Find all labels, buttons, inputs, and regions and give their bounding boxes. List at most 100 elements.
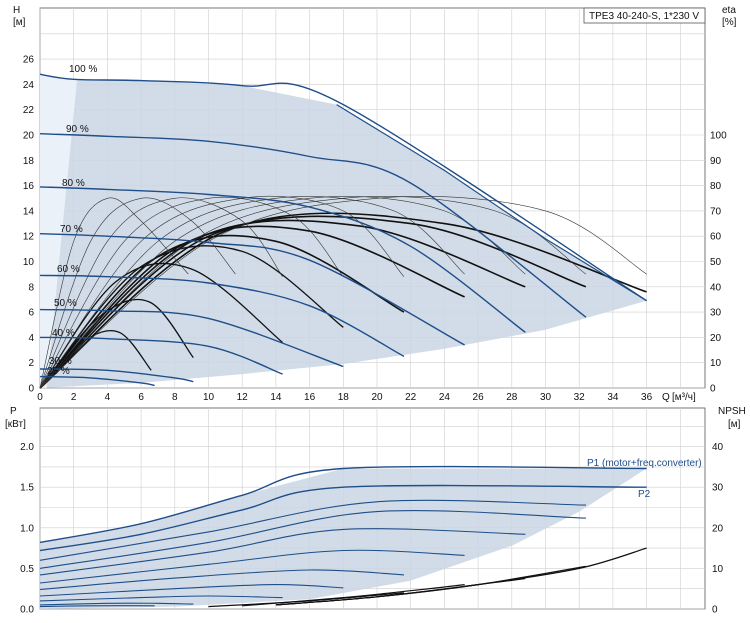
power-tick-label: 1.5 bbox=[20, 483, 34, 494]
head-tick-label: 6 bbox=[28, 308, 34, 319]
power-curve bbox=[39, 465, 647, 544]
head-tick-label: 4 bbox=[28, 333, 34, 344]
head-tick-label: 0 bbox=[28, 384, 34, 395]
power-area bbox=[40, 468, 647, 609]
eta-axis-label: eta bbox=[722, 5, 736, 16]
efficiency-curve bbox=[39, 219, 526, 389]
npsh-tick-label: 10 bbox=[712, 564, 724, 575]
speed-label: 80 % bbox=[62, 178, 85, 189]
q-tick-label: 24 bbox=[439, 392, 451, 403]
head-tick-label: 20 bbox=[23, 131, 35, 142]
pump-curve bbox=[39, 186, 526, 333]
pump-curve bbox=[39, 274, 405, 358]
pump-curves bbox=[39, 73, 647, 387]
q-tick-label: 0 bbox=[37, 392, 43, 403]
efficiency-curves bbox=[39, 195, 647, 389]
npsh-axis-label: NPSH bbox=[718, 406, 746, 417]
p2-label: P2 bbox=[638, 489, 651, 500]
efficiency-curve-thin bbox=[39, 197, 236, 389]
pump-curve bbox=[39, 336, 283, 375]
efficiency-curve-thin bbox=[39, 197, 189, 389]
eta-tick-label: 20 bbox=[710, 333, 722, 344]
efficiency-curve-thin bbox=[39, 196, 587, 389]
q-tick-label: 16 bbox=[304, 392, 316, 403]
q-tick-label: 20 bbox=[371, 392, 383, 403]
npsh-tick-label: 40 bbox=[712, 442, 724, 453]
npsh-axis-unit: [м] bbox=[728, 419, 741, 430]
eta-tick-label: 100 bbox=[710, 131, 727, 142]
speed-label: 40 % bbox=[52, 328, 75, 339]
eta-tick-label: 40 bbox=[710, 282, 722, 293]
efficiency-curve-thin bbox=[39, 197, 283, 389]
head-tick-label: 14 bbox=[23, 206, 35, 217]
speed-label: 100 % bbox=[69, 64, 97, 75]
q-tick-label: 18 bbox=[338, 392, 350, 403]
q-tick-label: 10 bbox=[203, 392, 215, 403]
max-curve bbox=[336, 104, 647, 302]
eta-tick-label: 50 bbox=[710, 257, 722, 268]
npsh-curve bbox=[208, 592, 405, 608]
head-axis-label: H bbox=[13, 5, 20, 16]
head-tick-label: 12 bbox=[23, 232, 35, 243]
q-tick-label: 30 bbox=[540, 392, 552, 403]
chart-title: TPE3 40-240-S, 1*230 V bbox=[589, 11, 699, 22]
head-tick-label: 16 bbox=[23, 181, 35, 192]
eta-tick-label: 10 bbox=[710, 358, 722, 369]
eta-tick-label: 0 bbox=[710, 384, 716, 395]
pump-curve bbox=[39, 375, 155, 387]
q-tick-label: 12 bbox=[237, 392, 249, 403]
q-tick-label: 22 bbox=[405, 392, 417, 403]
power-curve-speed bbox=[39, 569, 405, 591]
power-curve-speed bbox=[39, 595, 283, 602]
power-tick-label: 0.0 bbox=[20, 605, 34, 616]
power-axis-unit: [кВт] bbox=[5, 419, 26, 430]
q-tick-label: 14 bbox=[270, 392, 282, 403]
speed-label: 25 % bbox=[47, 366, 70, 377]
power-curve-speed bbox=[39, 605, 155, 608]
eta-tick-label: 60 bbox=[710, 232, 722, 243]
npsh-curve bbox=[275, 577, 526, 606]
speed-label: 60 % bbox=[57, 264, 80, 275]
power-curve-speed bbox=[39, 549, 465, 584]
pump-curve bbox=[39, 308, 344, 368]
head-tick-label: 10 bbox=[23, 257, 35, 268]
eta-tick-label: 30 bbox=[710, 308, 722, 319]
power-curve bbox=[39, 484, 647, 552]
q-tick-label: 6 bbox=[138, 392, 144, 403]
efficiency-curve-thin bbox=[39, 196, 647, 389]
q-axis-label: Q bbox=[662, 392, 670, 403]
q-tick-label: 8 bbox=[172, 392, 178, 403]
q-tick-label: 36 bbox=[641, 392, 653, 403]
head-axis-unit: [м] bbox=[13, 17, 26, 28]
head-tick-label: 22 bbox=[23, 105, 35, 116]
power-curves bbox=[39, 465, 647, 608]
pump-curve bbox=[39, 233, 465, 346]
power-curve-speed bbox=[39, 499, 586, 561]
speed-label: 50 % bbox=[54, 298, 77, 309]
efficiency-curve-thin bbox=[39, 196, 344, 389]
title-box bbox=[583, 7, 706, 24]
q-tick-label: 32 bbox=[574, 392, 586, 403]
power-curve-speed bbox=[39, 528, 526, 576]
head-tick-label: 26 bbox=[23, 55, 35, 66]
q-tick-label: 34 bbox=[607, 392, 619, 403]
npsh-tick-label: 20 bbox=[712, 523, 724, 534]
q-tick-label: 26 bbox=[473, 392, 485, 403]
pump-curve bbox=[39, 368, 194, 383]
q-tick-label: 28 bbox=[506, 392, 518, 403]
efficiency-curve bbox=[39, 212, 647, 389]
q-tick-label: 4 bbox=[105, 392, 111, 403]
operating-area bbox=[40, 74, 647, 389]
q-axis-unit: [м³/ч] bbox=[672, 392, 696, 403]
head-tick-label: 8 bbox=[28, 282, 34, 293]
head-tick-label: 2 bbox=[28, 358, 34, 369]
power-curve-speed bbox=[39, 584, 344, 597]
q-tick-label: 2 bbox=[71, 392, 77, 403]
npsh-tick-label: 30 bbox=[712, 483, 724, 494]
speed-label: 70 % bbox=[60, 224, 83, 235]
head-tick-label: 24 bbox=[23, 80, 35, 91]
speed-label: 90 % bbox=[66, 124, 89, 135]
npsh-tick-label: 0 bbox=[712, 605, 718, 616]
